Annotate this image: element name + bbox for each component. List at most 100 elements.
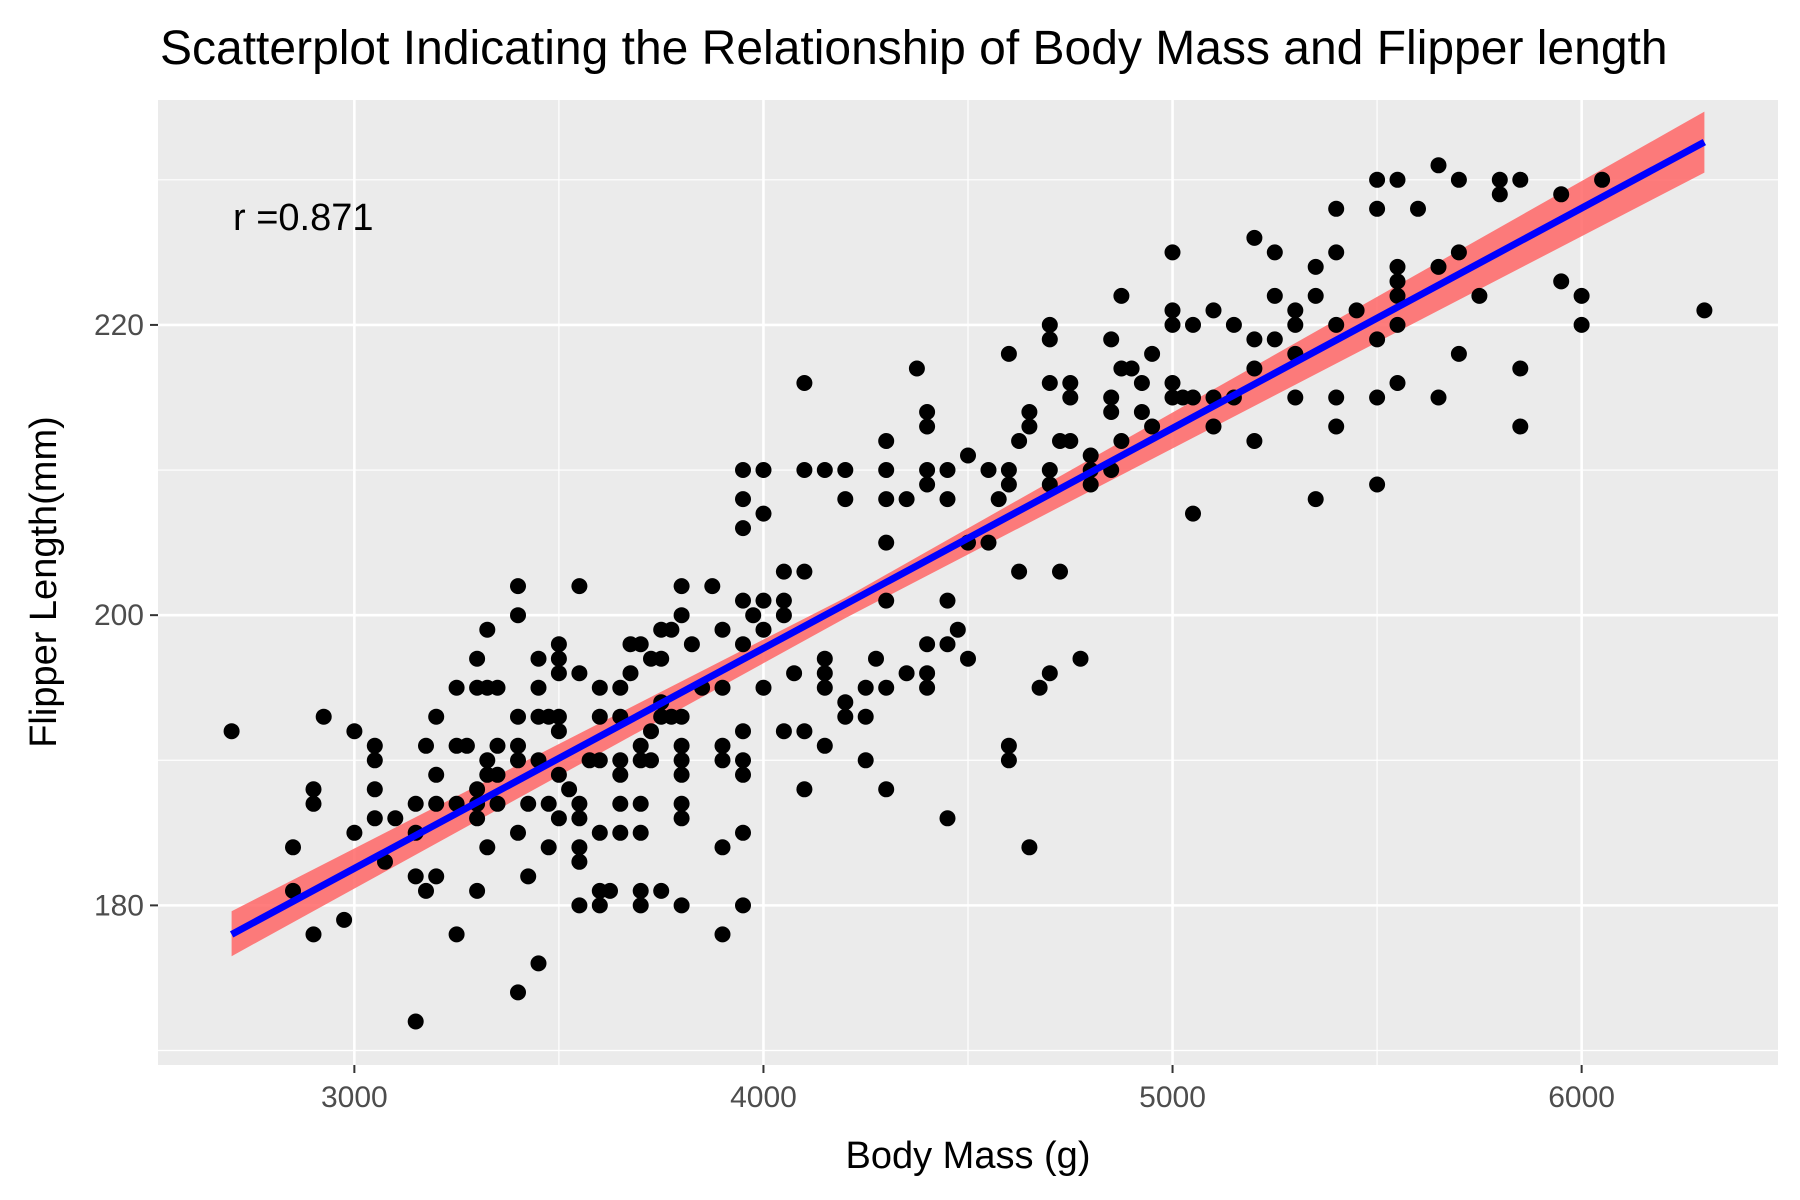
data-point xyxy=(336,911,353,928)
data-point xyxy=(530,650,547,667)
data-point xyxy=(735,491,751,508)
data-point xyxy=(479,839,496,856)
data-point xyxy=(714,621,731,638)
data-point xyxy=(653,882,670,899)
data-point xyxy=(898,665,915,682)
data-point xyxy=(919,679,936,696)
data-point xyxy=(878,462,895,478)
data-point xyxy=(643,723,659,740)
data-point xyxy=(980,462,997,478)
data-point xyxy=(510,737,526,754)
data-point xyxy=(366,810,383,827)
data-point xyxy=(1389,171,1406,188)
data-point xyxy=(469,810,486,827)
data-point xyxy=(489,795,506,812)
data-point xyxy=(510,984,526,1001)
data-point xyxy=(775,723,792,740)
data-point xyxy=(1000,476,1017,493)
data-point xyxy=(1072,650,1089,667)
data-point xyxy=(1021,839,1038,856)
data-point xyxy=(1450,244,1467,261)
data-point xyxy=(591,824,608,841)
data-point xyxy=(510,708,526,725)
data-point xyxy=(1553,273,1570,290)
data-point xyxy=(571,795,588,812)
data-point xyxy=(1328,418,1345,435)
data-point xyxy=(735,752,751,769)
data-point xyxy=(1031,679,1048,696)
data-point xyxy=(796,563,813,580)
data-point xyxy=(960,650,976,667)
data-point xyxy=(919,404,936,420)
data-point xyxy=(919,476,936,493)
data-point xyxy=(1369,331,1386,348)
data-point xyxy=(550,636,567,653)
data-point xyxy=(1144,345,1161,362)
data-point xyxy=(1307,491,1324,508)
data-point xyxy=(1164,302,1181,319)
data-point xyxy=(223,723,240,740)
data-point xyxy=(1103,404,1120,420)
data-point xyxy=(602,882,618,899)
data-point xyxy=(673,795,690,812)
data-point xyxy=(816,650,833,667)
data-point xyxy=(1430,258,1447,275)
data-point xyxy=(1164,375,1181,391)
data-point xyxy=(1082,476,1099,493)
x-tick-label: 4000 xyxy=(730,1081,797,1114)
data-point xyxy=(1246,360,1263,377)
data-point xyxy=(1307,287,1324,304)
data-point xyxy=(346,723,363,740)
data-point xyxy=(816,665,833,682)
data-point xyxy=(673,810,690,827)
data-point xyxy=(1103,389,1120,406)
data-point xyxy=(1553,186,1570,203)
data-point xyxy=(1000,752,1017,769)
data-point xyxy=(949,621,966,638)
data-point xyxy=(540,839,557,856)
data-point xyxy=(673,607,690,624)
data-point xyxy=(1348,302,1365,319)
data-point xyxy=(1133,375,1150,391)
data-point xyxy=(939,491,956,508)
data-point xyxy=(796,462,813,478)
data-point xyxy=(387,810,404,827)
data-point xyxy=(653,650,670,667)
data-point xyxy=(1205,418,1222,435)
data-point xyxy=(510,607,526,624)
data-point xyxy=(878,433,895,449)
data-point xyxy=(1000,737,1017,754)
data-point xyxy=(407,1013,424,1030)
y-axis-ticks: 180 200 220 xyxy=(94,309,158,922)
data-point xyxy=(1450,171,1467,188)
data-point xyxy=(632,882,649,899)
data-point xyxy=(520,795,537,812)
data-point xyxy=(366,781,383,798)
fit-line-layer xyxy=(229,139,1707,938)
data-point xyxy=(796,723,813,740)
data-point xyxy=(489,766,506,783)
data-point xyxy=(1266,244,1283,261)
data-point xyxy=(305,795,322,812)
data-point xyxy=(550,708,567,725)
data-point xyxy=(1041,462,1058,478)
data-point xyxy=(571,810,588,827)
data-point xyxy=(1164,244,1181,261)
data-point xyxy=(428,795,445,812)
data-point xyxy=(939,810,956,827)
data-point xyxy=(816,462,833,478)
data-point xyxy=(1021,404,1038,420)
data-point xyxy=(837,491,854,508)
data-point xyxy=(1491,171,1508,188)
data-point xyxy=(612,824,629,841)
data-point xyxy=(919,665,936,682)
data-point xyxy=(366,752,383,769)
data-point xyxy=(1369,389,1386,406)
data-point xyxy=(1123,360,1140,377)
data-point xyxy=(1389,273,1406,290)
data-point xyxy=(632,897,649,914)
data-point xyxy=(1491,186,1508,203)
data-point xyxy=(520,868,537,885)
data-point xyxy=(1328,244,1345,261)
